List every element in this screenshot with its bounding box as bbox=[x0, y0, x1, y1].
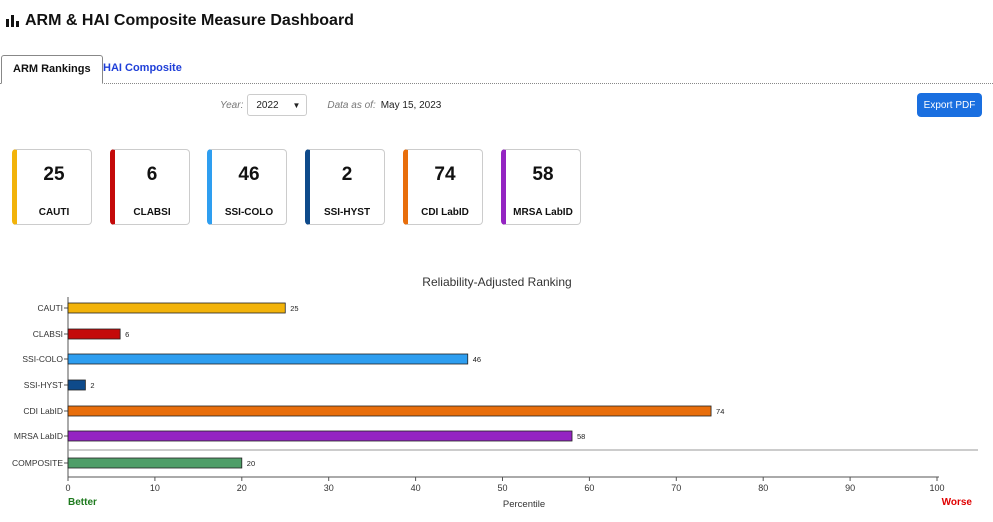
measure-card-cauti: 25 CAUTI bbox=[12, 149, 92, 225]
bar-value-label: 6 bbox=[125, 330, 129, 339]
year-label: Year: bbox=[220, 99, 244, 111]
bar-value-label: 46 bbox=[473, 355, 481, 364]
y-tick-label: MRSA LabID bbox=[14, 431, 63, 441]
data-as-of-value: May 15, 2023 bbox=[380, 99, 442, 111]
y-tick-label: CLABSI bbox=[33, 329, 63, 339]
tab-hai-composite[interactable]: HAI Composite bbox=[103, 62, 182, 74]
data-as-of-label: Data as of: bbox=[327, 99, 376, 111]
y-tick-label: CAUTI bbox=[38, 303, 64, 313]
x-tick-label: 40 bbox=[411, 483, 421, 493]
x-tick-label: 60 bbox=[584, 483, 594, 493]
y-tick-label: COMPOSITE bbox=[12, 458, 63, 468]
year-select[interactable]: 2022 ▼ bbox=[247, 94, 308, 116]
ranking-chart: Reliability-Adjusted Ranking 0 10 20 30 40 50 6… bbox=[12, 275, 978, 510]
measure-card-mrsa-labid: 58 MRSA LabID bbox=[501, 149, 581, 225]
x-tick-label: 90 bbox=[845, 483, 855, 493]
measure-card-value: 2 bbox=[341, 164, 353, 185]
bar-clabsi bbox=[67, 328, 121, 340]
bar-value-label: 2 bbox=[90, 381, 94, 390]
bar-chart-icon bbox=[6, 15, 19, 27]
measure-card-value: 58 bbox=[532, 164, 554, 185]
bar-ssi-colo bbox=[67, 353, 469, 365]
bar-mrsa-labid bbox=[67, 430, 573, 442]
measure-card-label: CDI LabID bbox=[421, 207, 469, 218]
measure-card-clabsi: 6 CLABSI bbox=[110, 149, 190, 225]
measure-card-label: SSI-COLO bbox=[224, 207, 274, 218]
y-tick-label: CDI LabID bbox=[23, 406, 63, 416]
x-tick-label: 20 bbox=[237, 483, 247, 493]
measure-card-value: 74 bbox=[434, 164, 456, 185]
page-header: ARM & HAI Composite Measure Dashboard bbox=[6, 12, 354, 30]
tab-arm-rankings[interactable]: ARM Rankings bbox=[1, 55, 103, 84]
measure-card-value: 46 bbox=[238, 164, 260, 185]
worse-label: Worse bbox=[942, 497, 973, 508]
measure-card-label: SSI-HYST bbox=[323, 207, 371, 218]
measure-card-label: CAUTI bbox=[38, 207, 70, 218]
y-tick-label: SSI-COLO bbox=[22, 354, 63, 364]
measure-card-ssi-colo: 46 SSI-COLO bbox=[207, 149, 287, 225]
page-title: ARM & HAI Composite Measure Dashboard bbox=[25, 12, 354, 29]
x-tick-label: 30 bbox=[324, 483, 334, 493]
x-tick-label: 10 bbox=[150, 483, 160, 493]
bar-value-label: 58 bbox=[577, 432, 585, 441]
bar-cdi-labid bbox=[67, 405, 712, 417]
bar-ssi-hyst bbox=[67, 379, 86, 391]
export-pdf-button[interactable]: Export PDF bbox=[917, 93, 982, 117]
toolbar: Year: 2022 ▼ Data as of: May 15, 2023 bbox=[220, 94, 441, 116]
x-tick-label: 50 bbox=[497, 483, 507, 493]
bar-value-label: 25 bbox=[290, 304, 298, 313]
tab-bar: ARM Rankings HAI Composite bbox=[0, 55, 993, 84]
x-axis-title: Percentile bbox=[503, 499, 545, 510]
x-tick-label: 0 bbox=[65, 483, 70, 493]
measure-card-value: 25 bbox=[43, 164, 65, 185]
measure-card-label: MRSA LabID bbox=[513, 207, 573, 218]
measure-card-ssi-hyst: 2 SSI-HYST bbox=[305, 149, 385, 225]
better-label: Better bbox=[68, 497, 97, 508]
year-select-value: 2022 bbox=[256, 99, 279, 111]
bar-value-label: 74 bbox=[716, 407, 724, 416]
bar-composite bbox=[67, 457, 243, 469]
bar-cauti bbox=[67, 302, 286, 314]
caret-down-icon: ▼ bbox=[292, 100, 301, 110]
measure-card-value: 6 bbox=[146, 164, 158, 185]
chart-title: Reliability-Adjusted Ranking bbox=[422, 275, 571, 289]
x-tick-label: 80 bbox=[758, 483, 768, 493]
x-tick-label: 100 bbox=[929, 483, 944, 493]
y-tick-label: SSI-HYST bbox=[24, 380, 63, 390]
bar-value-label: 20 bbox=[247, 459, 255, 468]
measure-card-label: CLABSI bbox=[133, 207, 171, 218]
x-tick-label: 70 bbox=[671, 483, 681, 493]
measure-card-cdi-labid: 74 CDI LabID bbox=[403, 149, 483, 225]
